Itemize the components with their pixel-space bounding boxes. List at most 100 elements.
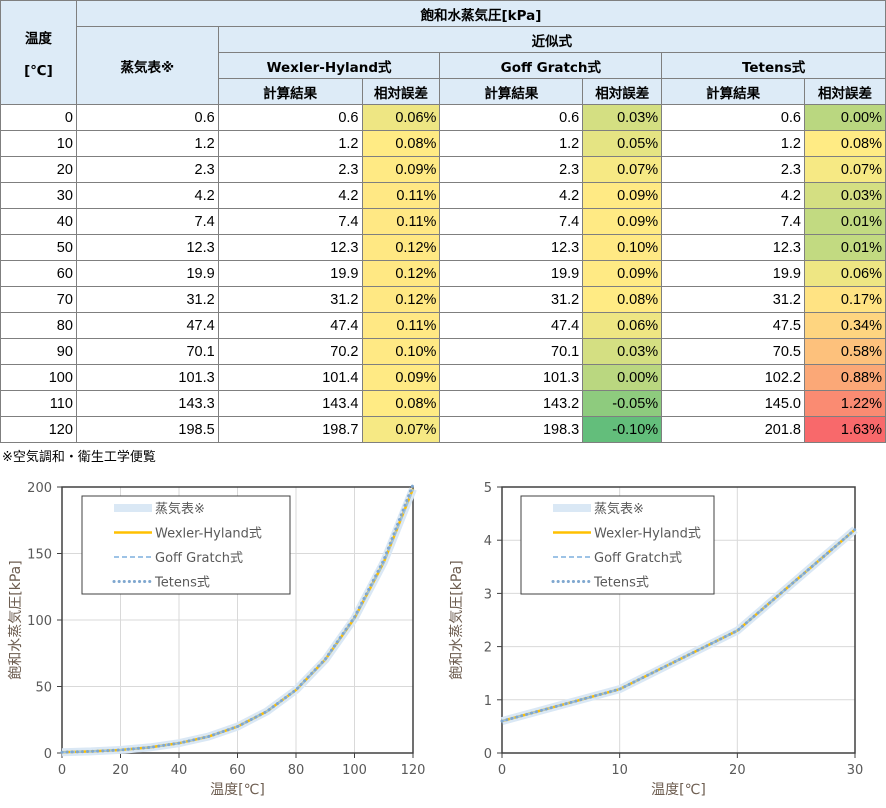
table-row: 120 198.5 198.7 0.07% 198.3 -0.10% 201.8 1.63% xyxy=(0,416,886,443)
calc-result-cell: 7.4 xyxy=(661,208,805,235)
calc-result-cell: 198.3 xyxy=(439,416,584,443)
relative-error-cell: 0.08% xyxy=(361,390,441,417)
legend-label: Wexler-Hyland式 xyxy=(155,527,262,542)
calc-result-cell: 19.9 xyxy=(661,260,805,287)
legend-label: Tetens式 xyxy=(154,576,210,591)
header-calc: 計算結果 xyxy=(439,78,584,105)
x-tick-label: 0 xyxy=(498,763,506,778)
header-error: 相対誤差 xyxy=(361,78,441,105)
temperature-cell: 120 xyxy=(0,416,77,443)
y-tick-label: 3 xyxy=(484,587,492,602)
relative-error-cell: 0.58% xyxy=(804,338,886,365)
table-row: 20 2.3 2.3 0.09% 2.3 0.07% 2.3 0.07% xyxy=(0,156,886,183)
relative-error-cell: 1.63% xyxy=(804,416,886,443)
header-goff-gratch: Goff Gratch式 xyxy=(439,52,663,79)
table-row: 60 19.9 19.9 0.12% 19.9 0.09% 19.9 0.06% xyxy=(0,260,886,287)
relative-error-cell: -0.10% xyxy=(582,416,663,443)
x-tick-label: 20 xyxy=(112,763,129,778)
y-tick-label: 200 xyxy=(27,481,52,496)
relative-error-cell: 0.00% xyxy=(582,364,663,391)
calc-result-cell: 12.3 xyxy=(661,234,805,261)
temperature-cell: 50 xyxy=(0,234,77,261)
x-tick-label: 30 xyxy=(847,763,864,778)
relative-error-cell: 0.88% xyxy=(804,364,886,391)
table-row: 0 0.6 0.6 0.06% 0.6 0.03% 0.6 0.00% xyxy=(0,104,886,131)
header-calc: 計算結果 xyxy=(217,78,363,105)
relative-error-cell: 0.08% xyxy=(804,130,886,157)
header-tetens: Tetens式 xyxy=(661,52,886,79)
temperature-cell: 10 xyxy=(0,130,77,157)
x-tick-label: 120 xyxy=(401,763,426,778)
table-row: 30 4.2 4.2 0.11% 4.2 0.09% 4.2 0.03% xyxy=(0,182,886,209)
y-tick-label: 2 xyxy=(484,641,492,656)
calc-result-cell: 70.2 xyxy=(217,338,363,365)
y-tick-label: 0 xyxy=(44,747,52,762)
calc-result-cell: 2.3 xyxy=(661,156,805,183)
calc-result-cell: 47.4 xyxy=(439,312,584,339)
table-row: 50 12.3 12.3 0.12% 12.3 0.10% 12.3 0.01% xyxy=(0,234,886,261)
steam-table-cell: 198.5 xyxy=(75,416,219,443)
relative-error-cell: 0.09% xyxy=(582,182,663,209)
y-tick-label: 4 xyxy=(484,534,492,549)
relative-error-cell: 0.07% xyxy=(804,156,886,183)
calc-result-cell: 12.3 xyxy=(217,234,363,261)
calc-result-cell: 0.6 xyxy=(661,104,805,131)
calc-result-cell: 31.2 xyxy=(217,286,363,313)
calc-result-cell: 70.1 xyxy=(439,338,584,365)
calc-result-cell: 102.2 xyxy=(661,364,805,391)
calc-result-cell: 47.4 xyxy=(217,312,363,339)
calc-result-cell: 2.3 xyxy=(439,156,584,183)
chart-full-range: 0 50 100 150 200 0 20 40 60 80 100 120 温度[℃] 飽和水蒸気圧[k… xyxy=(7,481,426,798)
y-tick-label: 100 xyxy=(27,614,52,629)
header-wexler-hyland: Wexler-Hyland式 xyxy=(217,52,441,79)
relative-error-cell: 0.09% xyxy=(582,208,663,235)
relative-error-cell: 0.07% xyxy=(361,416,441,443)
steam-table-cell: 70.1 xyxy=(75,338,219,365)
chart-low-range: 0 1 2 3 4 5 0 10 20 30 温度[℃] 飽和水蒸気圧[kPa] 蒸気表※ Wexler-… xyxy=(448,481,864,798)
steam-table-cell: 143.3 xyxy=(75,390,219,417)
relative-error-cell: 0.00% xyxy=(804,104,886,131)
temperature-cell: 30 xyxy=(0,182,77,209)
x-tick-label: 20 xyxy=(729,763,746,778)
x-tick-label: 0 xyxy=(58,763,66,778)
relative-error-cell: 0.03% xyxy=(582,104,663,131)
calc-result-cell: 4.2 xyxy=(661,182,805,209)
calc-result-cell: 101.3 xyxy=(439,364,584,391)
relative-error-cell: 0.11% xyxy=(361,208,441,235)
temperature-cell: 110 xyxy=(0,390,77,417)
relative-error-cell: 0.06% xyxy=(582,312,663,339)
y-tick-label: 50 xyxy=(35,681,52,696)
relative-error-cell: 0.11% xyxy=(361,182,441,209)
legend-label: 蒸気表※ xyxy=(594,501,644,517)
relative-error-cell: 0.06% xyxy=(361,104,441,131)
plot-area xyxy=(501,486,856,754)
steam-table-cell: 4.2 xyxy=(75,182,219,209)
relative-error-cell: 0.10% xyxy=(361,338,441,365)
calc-result-cell: 0.6 xyxy=(439,104,584,131)
legend-label: 蒸気表※ xyxy=(155,501,205,517)
calc-result-cell: 0.6 xyxy=(217,104,363,131)
steam-table-cell: 47.4 xyxy=(75,312,219,339)
relative-error-cell: 0.03% xyxy=(804,182,886,209)
x-tick-label: 100 xyxy=(342,763,367,778)
x-axis-title: 温度[℃] xyxy=(210,782,265,798)
table-row: 10 1.2 1.2 0.08% 1.2 0.05% 1.2 0.08% xyxy=(0,130,886,157)
table-row: 80 47.4 47.4 0.11% 47.4 0.06% 47.5 0.34% xyxy=(0,312,886,339)
steam-table-cell: 31.2 xyxy=(75,286,219,313)
x-tick-label: 80 xyxy=(288,763,305,778)
vapor-pressure-table: 温度 [℃] 飽和水蒸気圧[kPa] 蒸気表※ 近似式 Wexler-Hyland… xyxy=(0,0,886,443)
relative-error-cell: 0.09% xyxy=(361,364,441,391)
relative-error-cell: 0.09% xyxy=(582,260,663,287)
calc-result-cell: 101.4 xyxy=(217,364,363,391)
calc-result-cell: 1.2 xyxy=(661,130,805,157)
legend-label: Wexler-Hyland式 xyxy=(594,527,701,542)
steam-table-cell: 12.3 xyxy=(75,234,219,261)
table-row: 90 70.1 70.2 0.10% 70.1 0.03% 70.5 0.58% xyxy=(0,338,886,365)
calc-result-cell: 143.2 xyxy=(439,390,584,417)
relative-error-cell: 0.12% xyxy=(361,286,441,313)
table-row: 40 7.4 7.4 0.11% 7.4 0.09% 7.4 0.01% xyxy=(0,208,886,235)
legend-label: Goff Gratch式 xyxy=(155,551,243,566)
temperature-cell: 90 xyxy=(0,338,77,365)
legend-label: Tetens式 xyxy=(593,576,649,591)
relative-error-cell: 0.03% xyxy=(582,338,663,365)
